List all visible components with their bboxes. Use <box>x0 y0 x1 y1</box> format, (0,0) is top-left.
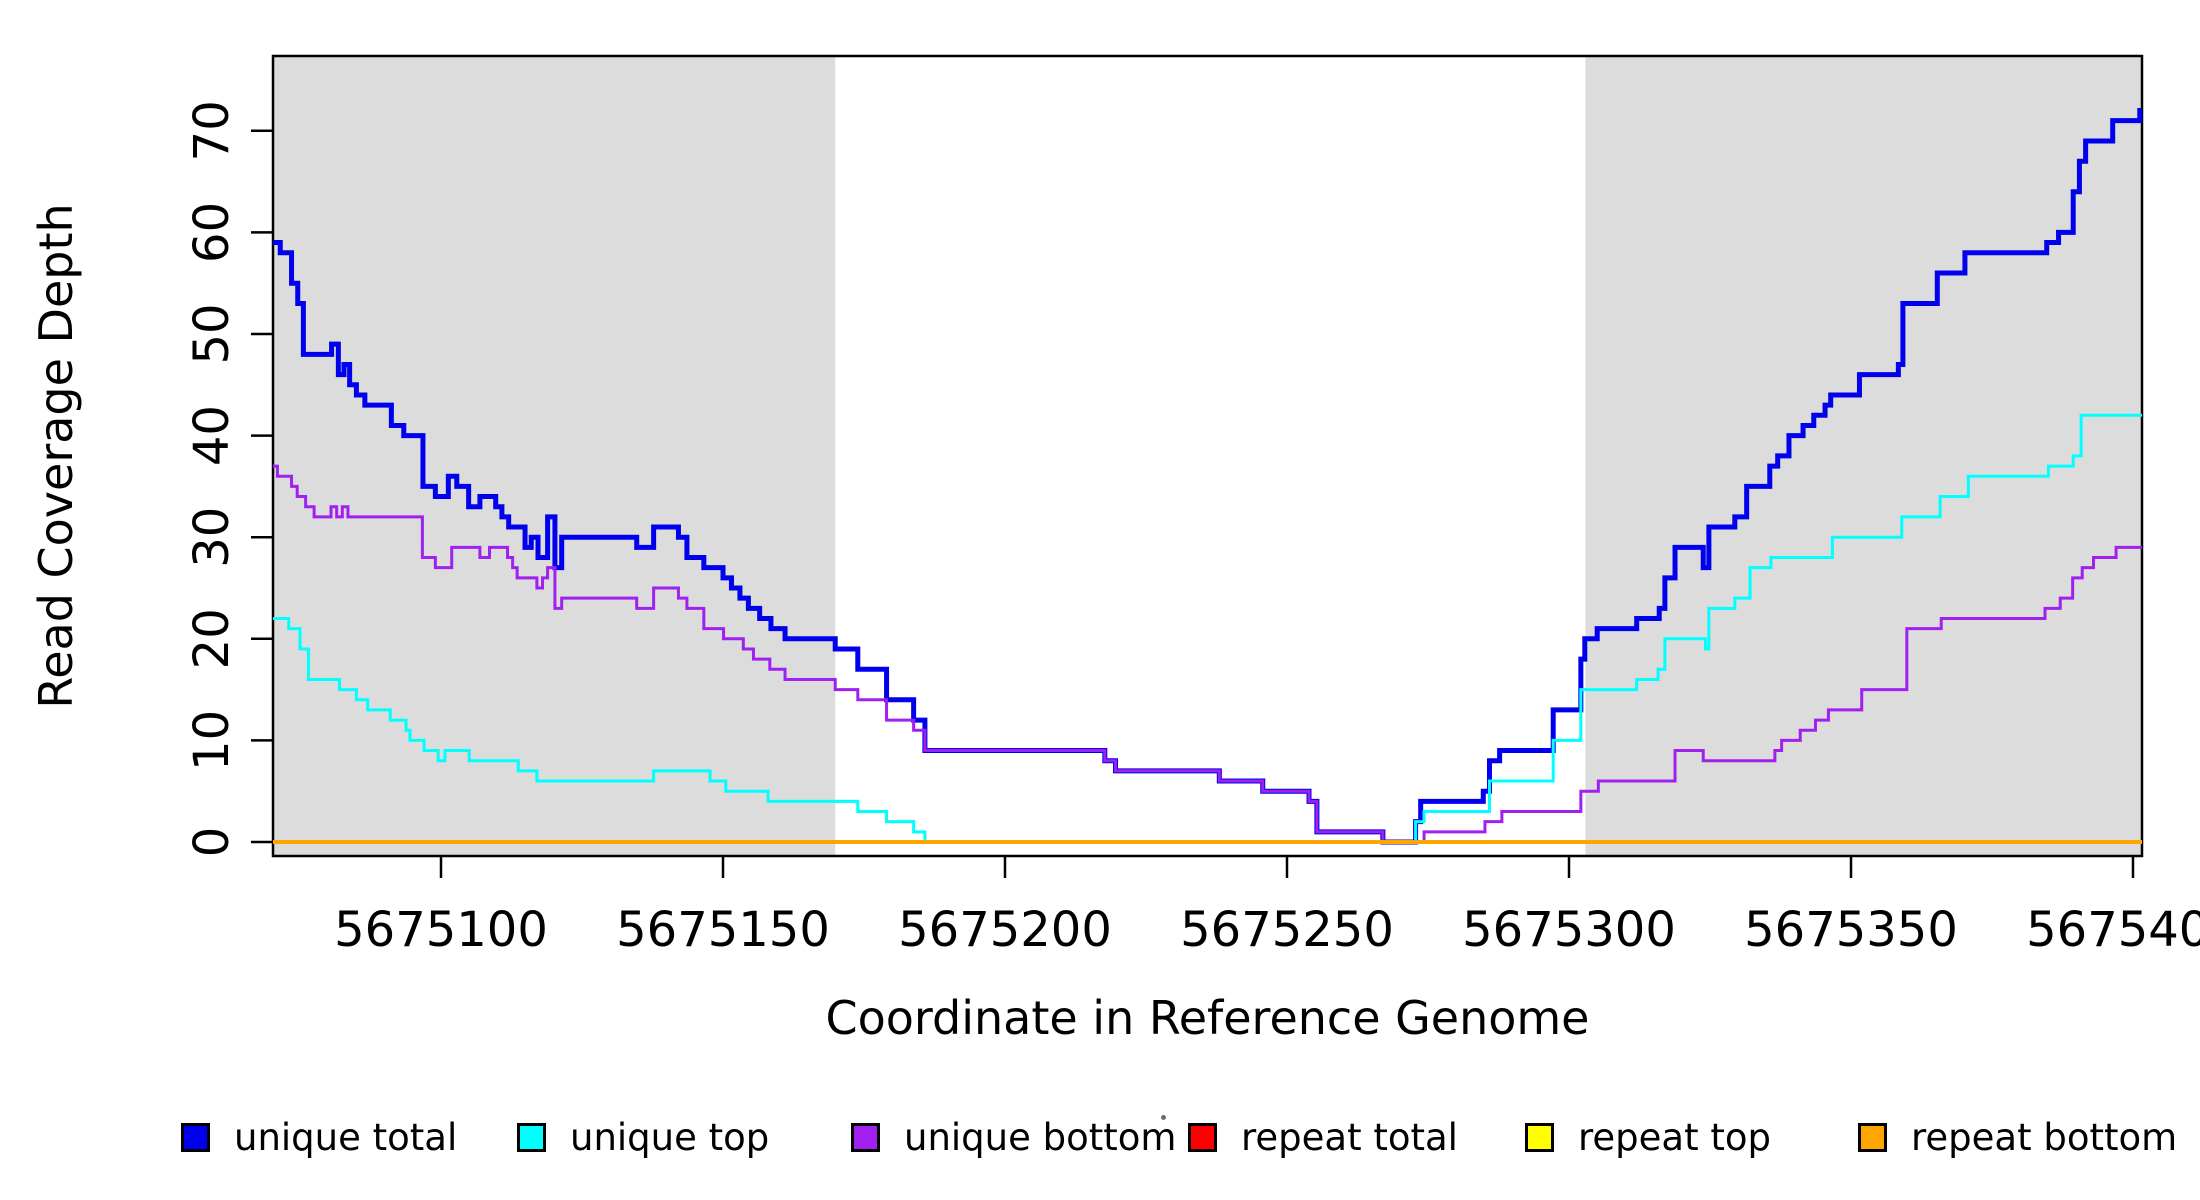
legend-label-unique-total: unique total <box>234 1115 458 1159</box>
x-axis-title: Coordinate in Reference Genome <box>826 991 1590 1045</box>
legend-item-unique-top: unique top <box>517 1116 769 1159</box>
legend-item-repeat-bottom: repeat bottom <box>1858 1116 2177 1159</box>
x-tick-label-5675200: 5675200 <box>898 902 1112 958</box>
x-tick-label-5675300: 5675300 <box>1462 902 1676 958</box>
legend-swatch-repeat-total <box>1188 1122 1217 1152</box>
legend-label-unique-top: unique top <box>570 1115 770 1159</box>
x-tick-label-5675350: 5675350 <box>1744 902 1958 958</box>
x-tick-label-5675250: 5675250 <box>1180 902 1394 958</box>
legend-label-unique-bottom: unique bottom <box>904 1115 1177 1159</box>
y-tick-label-30: 30 <box>184 507 240 568</box>
y-tick-label-60: 60 <box>184 202 240 263</box>
series-line-unique-bottom <box>273 464 2142 844</box>
stray-dot-artifact <box>1161 1115 1166 1120</box>
legend-swatch-repeat-top <box>1525 1122 1554 1152</box>
legend-swatch-unique-total <box>181 1122 210 1152</box>
legend-label-repeat-bottom: repeat bottom <box>1911 1115 2178 1159</box>
legend-item-unique-bottom: unique bottom <box>851 1116 1176 1159</box>
series-line-unique-top <box>273 413 2142 844</box>
shaded-region-right-repeat-flank <box>1585 56 2142 856</box>
y-axis-title: Read Coverage Depth <box>29 203 83 708</box>
y-tick-label-10: 10 <box>184 710 240 771</box>
legend-label-repeat-total: repeat total <box>1241 1115 1458 1159</box>
x-tick-label-5675100: 5675100 <box>334 902 548 958</box>
y-tick-label-0: 0 <box>184 827 240 858</box>
x-tick-label-5675150: 5675150 <box>616 902 830 958</box>
legend-item-repeat-top: repeat top <box>1525 1116 1771 1159</box>
y-tick-label-70: 70 <box>184 100 240 161</box>
legend-label-repeat-top: repeat top <box>1578 1115 1771 1159</box>
shaded-region-left-repeat-flank <box>273 56 836 856</box>
legend-item-unique-total: unique total <box>181 1116 457 1159</box>
legend-swatch-unique-top <box>517 1122 546 1152</box>
legend-swatch-unique-bottom <box>851 1122 880 1152</box>
legend-item-repeat-total: repeat total <box>1188 1116 1458 1159</box>
y-tick-label-20: 20 <box>184 608 240 669</box>
y-tick-label-50: 50 <box>184 303 240 364</box>
plot-box <box>271 54 2144 858</box>
legend-swatch-repeat-bottom <box>1858 1122 1887 1152</box>
y-tick-label-40: 40 <box>184 405 240 466</box>
